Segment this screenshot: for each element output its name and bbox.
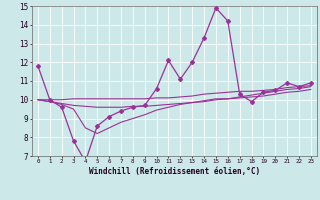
X-axis label: Windchill (Refroidissement éolien,°C): Windchill (Refroidissement éolien,°C) [89,167,260,176]
